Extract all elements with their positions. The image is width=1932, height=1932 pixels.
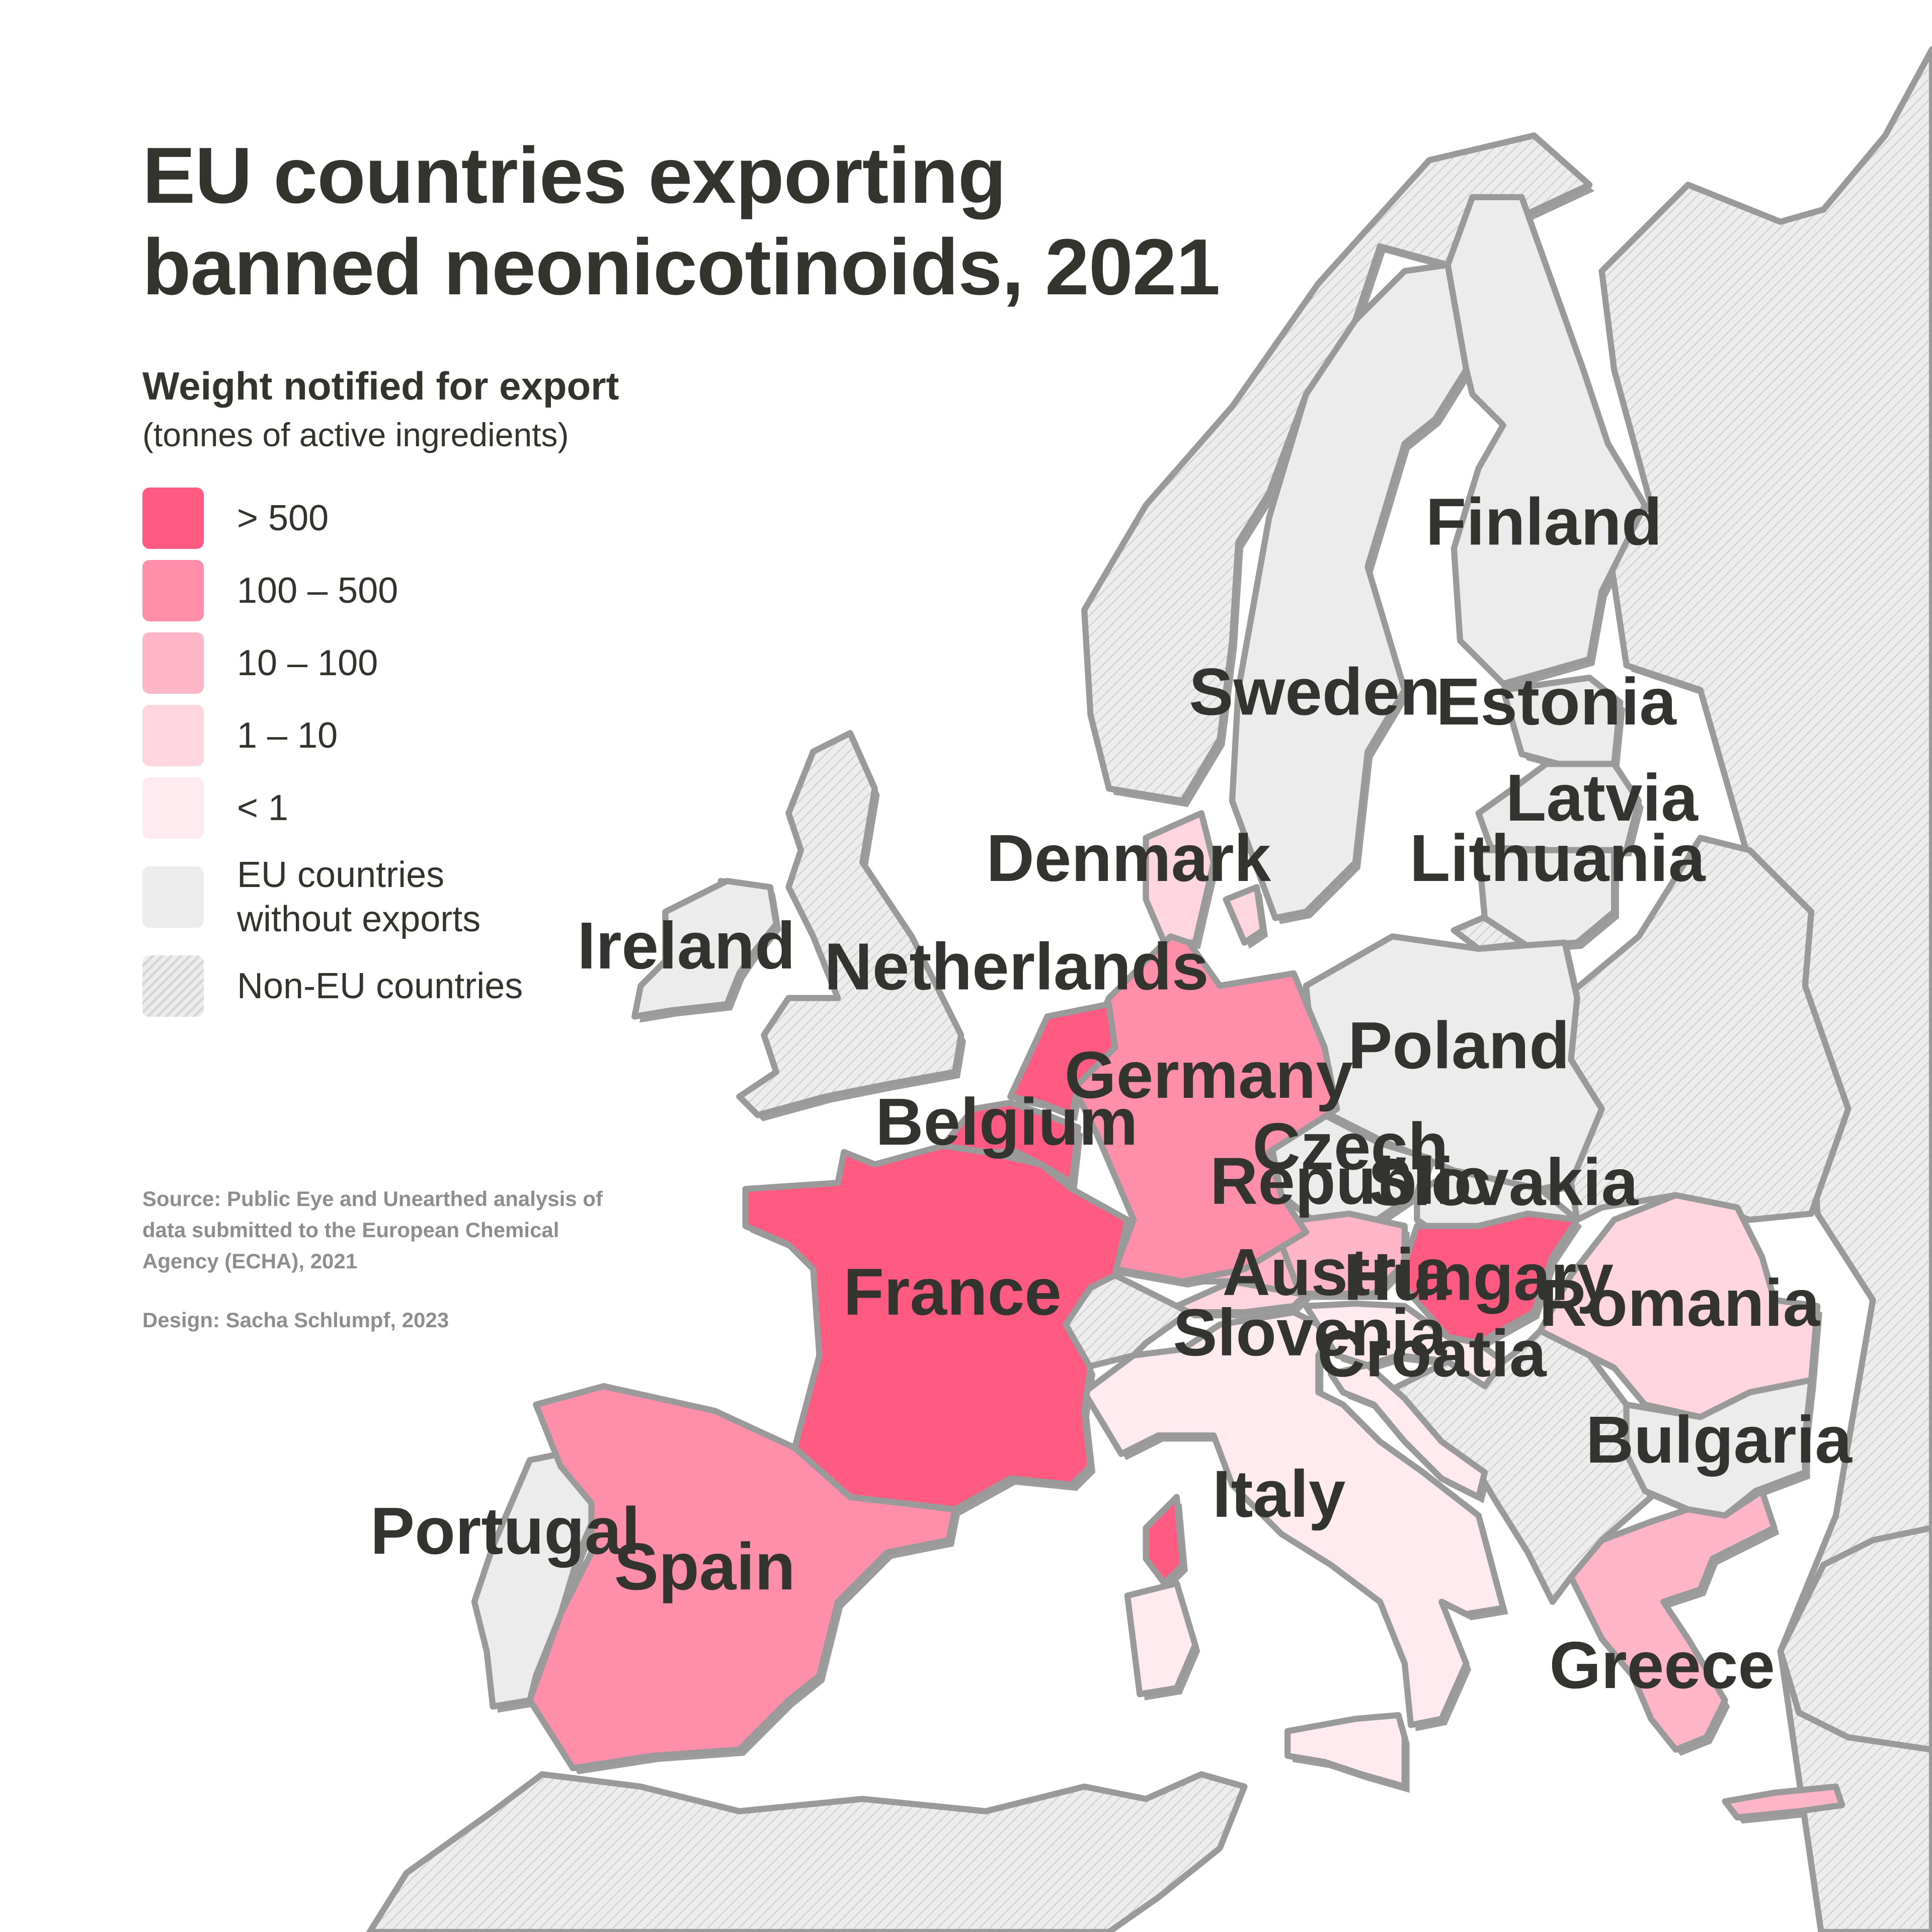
country-germany [1069, 933, 1340, 1285]
label-slovakia: Slovakia [1368, 1145, 1639, 1220]
legend-label: 100 – 500 [237, 571, 398, 611]
country-ireland [631, 877, 779, 1020]
legend-item: EU countries without exports [142, 844, 549, 950]
label-romania: Romania [1539, 1266, 1821, 1340]
page-title: EU countries exporting banned neonicotin… [142, 131, 1221, 311]
country-lithuania [1475, 847, 1618, 949]
legend-item: Non-EU countries [142, 950, 549, 1022]
legend-label: > 500 [237, 498, 329, 538]
label-belgium: Belgium [875, 1085, 1138, 1159]
country-sweden [1229, 262, 1470, 921]
legend-label: Non-EU countries [237, 966, 523, 1006]
label-bulgaria: Bulgaria [1586, 1403, 1853, 1477]
label-spain: Spain [614, 1530, 795, 1604]
country-poland [1303, 933, 1605, 1192]
legend-swatch [142, 866, 204, 928]
label-poland: Poland [1348, 1008, 1570, 1083]
label-croatia: Croatia [1317, 1317, 1547, 1391]
label-czech-line1: Czech [1252, 1109, 1448, 1184]
country-romania [1537, 1192, 1821, 1420]
legend-label: EU countries without exports [237, 855, 481, 939]
country-italy [1081, 1309, 1506, 1728]
country-italy-sicily [1284, 1712, 1408, 1790]
label-estonia: Estonia [1436, 665, 1677, 739]
country-denmark [1143, 810, 1217, 946]
label-latvia: Latvia [1506, 761, 1699, 835]
label-greece: Greece [1549, 1628, 1775, 1703]
country-finland [1444, 194, 1648, 687]
label-germany: Germany [1065, 1038, 1353, 1112]
legend-label: 1 – 10 [237, 715, 338, 756]
legend-swatch [142, 955, 204, 1017]
legend-item: 100 – 500 [142, 554, 549, 627]
label-france: France [843, 1255, 1062, 1329]
label-slovenia: Slovenia [1173, 1296, 1447, 1370]
label-austria: Austria [1222, 1235, 1452, 1310]
country-france [742, 1143, 1131, 1513]
legend-item: > 500 [142, 482, 549, 554]
legend-subheading: (tonnes of active ingredients) [142, 416, 569, 453]
label-ireland: Ireland [577, 909, 795, 983]
source-note: Source: Public Eye and Unearthed analysi… [142, 1187, 603, 1273]
country-france-corsica [1143, 1494, 1186, 1587]
legend-item: 1 – 10 [142, 699, 549, 772]
country-greece-crete [1722, 1783, 1845, 1821]
country-italy-sardinia [1124, 1580, 1198, 1698]
label-sweden: Sweden [1189, 655, 1440, 729]
country-belgium [939, 1099, 1081, 1186]
legend-item: 10 – 100 [142, 627, 549, 699]
label-czech-line2: Republic [1210, 1144, 1491, 1219]
country-netherlands [1007, 1001, 1118, 1118]
legend-swatch [142, 777, 204, 839]
label-finland: Finland [1426, 485, 1662, 559]
legend-item: < 1 [142, 772, 549, 844]
legend-swatch [142, 488, 204, 549]
label-denmark: Denmark [986, 821, 1271, 896]
non-eu-countries [366, 46, 1932, 1932]
label-italy: Italy [1213, 1457, 1346, 1532]
legend-heading: Weight notified for export [142, 364, 619, 408]
legend-label: 10 – 100 [237, 643, 378, 683]
legend-swatch [142, 560, 204, 621]
country-hungary [1401, 1211, 1580, 1346]
legend: > 500 100 – 500 10 – 100 1 – 10 < 1 EU c… [142, 482, 549, 1022]
design-credit: Design: Sacha Schlumpf, 2023 [142, 1308, 449, 1332]
country-denmark-island [1223, 884, 1266, 946]
label-portugal: Portugal [370, 1494, 640, 1568]
country-austria [1278, 1211, 1408, 1297]
legend-swatch [142, 632, 204, 694]
legend-swatch [142, 705, 204, 766]
label-netherlands: Netherlands [824, 930, 1209, 1004]
label-hungary: Hungary [1344, 1240, 1614, 1315]
country-greece [1568, 1488, 1778, 1753]
label-lithuania: Lithuania [1410, 821, 1706, 896]
country-croatia-coast [1327, 1362, 1488, 1500]
legend-label: < 1 [237, 788, 289, 828]
